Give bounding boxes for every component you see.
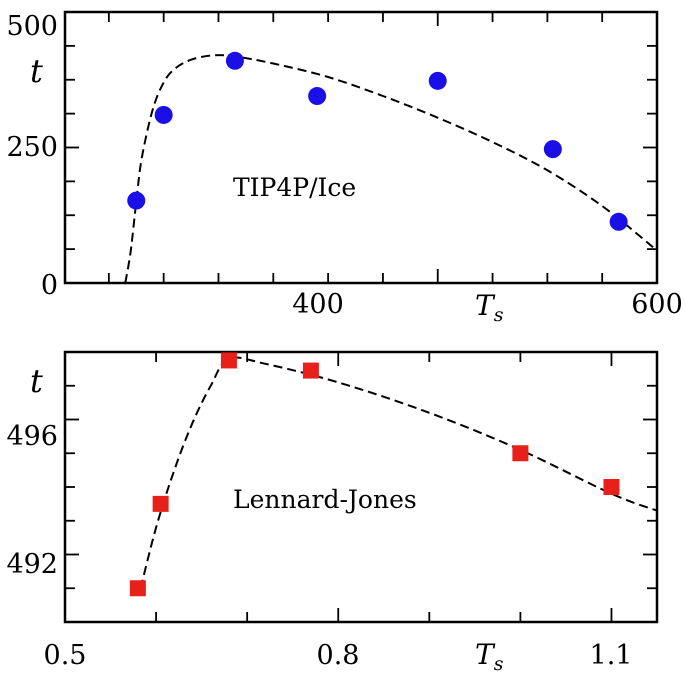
tick-marks [65, 352, 657, 622]
y-tick-label-250: 250 [6, 132, 58, 163]
data-point [129, 580, 146, 597]
x-axis-label-main: T [475, 638, 496, 671]
data-point [543, 140, 562, 159]
y-tick-label-500: 500 [6, 11, 58, 42]
data-point [428, 71, 447, 90]
data-point [302, 362, 319, 379]
data-point [609, 212, 628, 231]
panel-lennard-jones: t 496 492 0.5 0.8 1.1 Ts Lennard-Jones [6, 350, 659, 675]
x-axis-label: Ts [475, 638, 504, 675]
data-point [603, 479, 620, 495]
y-axis-label: t [30, 52, 43, 90]
y-tick-label-492: 492 [6, 549, 58, 580]
data-point [154, 105, 173, 124]
x-tick-label-0-5: 0.5 [44, 640, 87, 671]
data-point [152, 495, 169, 512]
data-point [308, 87, 327, 106]
plot-frame [63, 10, 659, 285]
data-point [225, 51, 244, 70]
x-axis-label-subscript: s [494, 653, 504, 675]
x-axis-label: Ts [475, 289, 504, 326]
data-points [127, 51, 628, 231]
fit-curve [139, 356, 658, 589]
panel-tip4p-ice: 500 250 0 t 400 600 Ts TIP4P/Ice [6, 10, 683, 326]
x-tick-label-1-1: 1.1 [590, 640, 633, 671]
y-axis-label: t [30, 362, 43, 400]
x-tick-label-600: 600 [631, 289, 683, 320]
x-axis-label-main: T [475, 289, 496, 322]
data-point [512, 445, 529, 462]
x-axis-label-subscript: s [494, 304, 504, 326]
x-tick-label-400: 400 [292, 289, 344, 320]
fit-curve [124, 54, 658, 284]
series-label-tip4p-ice: TIP4P/Ice [233, 173, 356, 202]
y-tick-label-496: 496 [6, 421, 58, 452]
data-point [220, 352, 237, 369]
series-label-lennard-jones: Lennard-Jones [233, 485, 417, 514]
y-tick-label-0: 0 [41, 270, 58, 301]
x-tick-label-0-8: 0.8 [317, 640, 360, 671]
data-points [129, 352, 620, 597]
tick-marks [65, 12, 657, 283]
data-point [127, 191, 146, 210]
